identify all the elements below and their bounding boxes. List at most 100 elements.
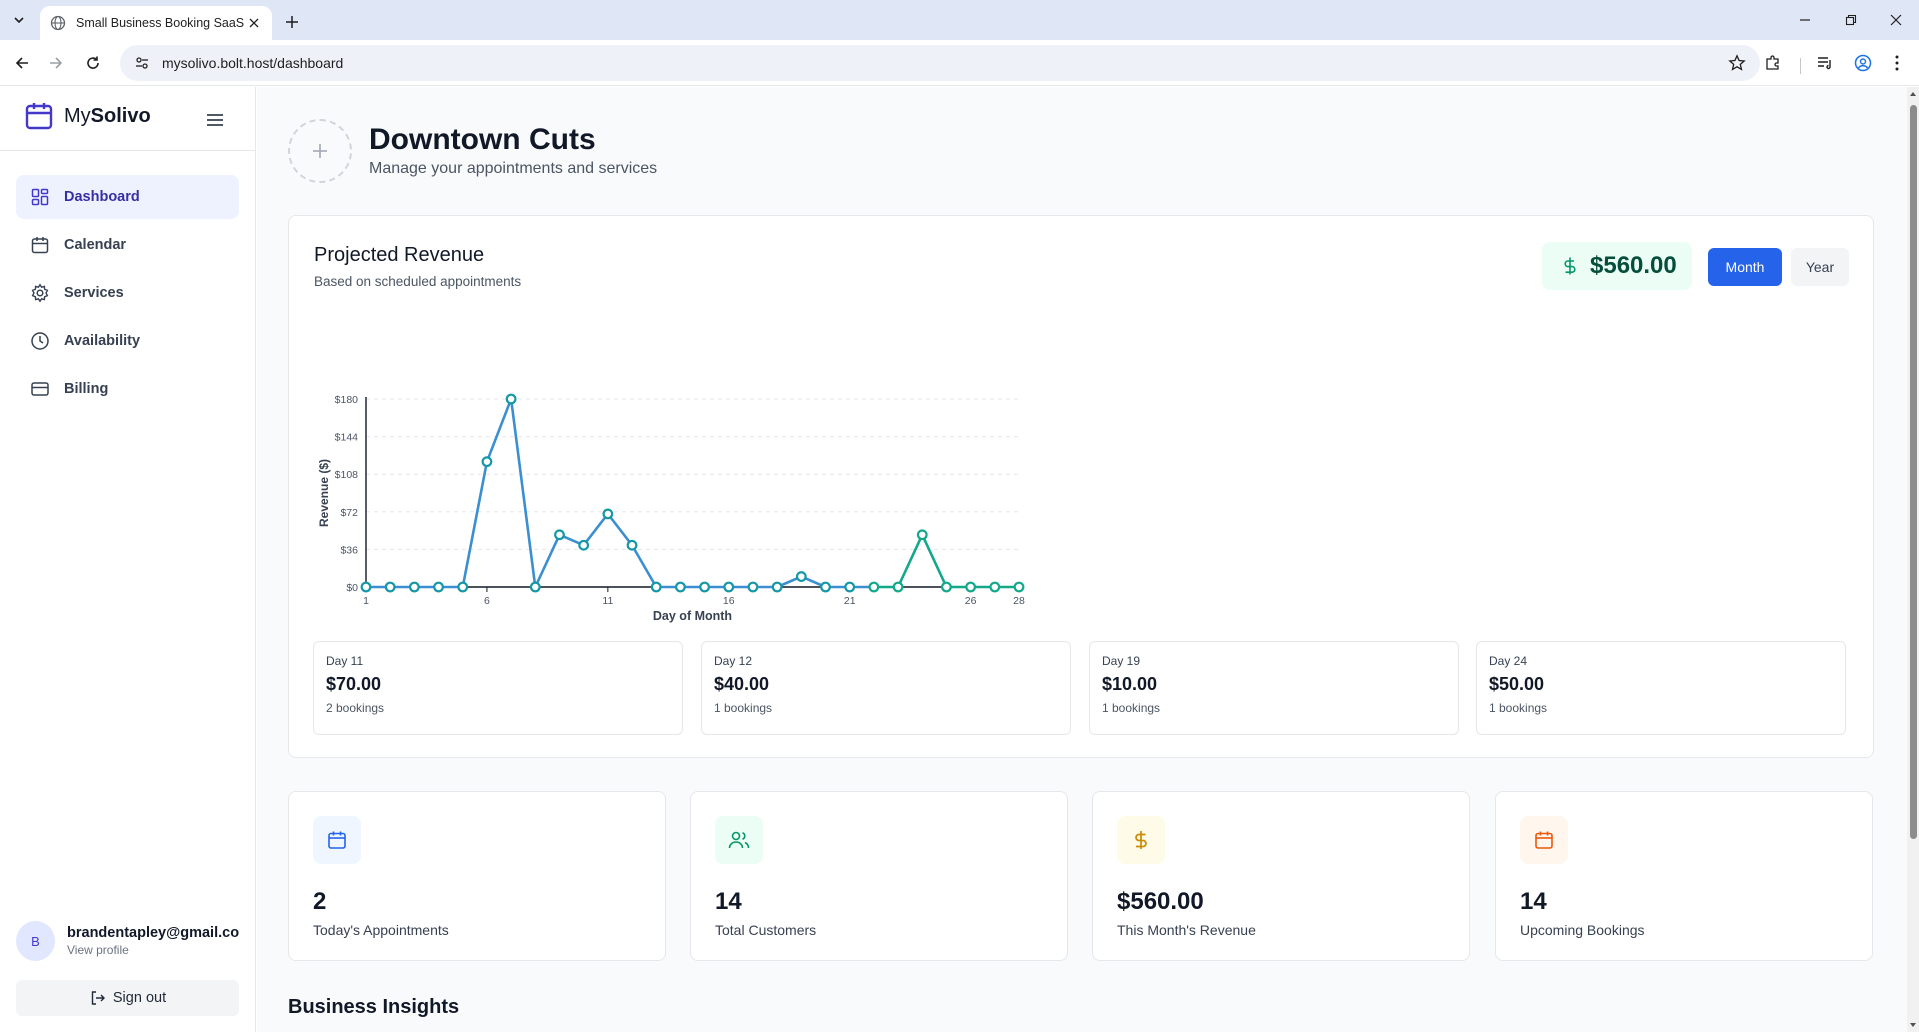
- data-point: [941, 581, 952, 593]
- series-line-segment: [485, 397, 513, 463]
- calendar-logo-icon: [25, 103, 53, 130]
- stat-icon-box: [1117, 816, 1165, 864]
- y-tick-label: $72: [340, 507, 358, 519]
- day-label: Day 24: [1489, 654, 1528, 668]
- stat-label: Total Customers: [715, 922, 817, 938]
- toolbar-separator: [1800, 58, 1801, 74]
- day-bookings: 1 bookings: [714, 701, 773, 715]
- day-bookings: 2 bookings: [326, 701, 385, 715]
- projected-revenue-card: Projected Revenue Based on scheduled app…: [288, 215, 1874, 758]
- close-window-button[interactable]: [1873, 6, 1919, 34]
- sign-out-button[interactable]: Sign out: [16, 980, 239, 1016]
- series-line-segment: [582, 512, 610, 547]
- arrow-left-icon: [15, 57, 28, 69]
- clock-icon: [30, 331, 50, 351]
- series-line-segment: [606, 512, 634, 547]
- stat-card-total-customers: 14 Total Customers: [690, 791, 1068, 961]
- view-profile-link[interactable]: View profile: [67, 943, 129, 957]
- tab-search-button[interactable]: [8, 9, 30, 31]
- users-icon: [728, 831, 750, 849]
- profile-button[interactable]: [1852, 52, 1874, 74]
- puzzle-icon: [1766, 55, 1779, 70]
- extensions-button[interactable]: [1762, 52, 1784, 74]
- day-label: Day 19: [1102, 654, 1141, 668]
- y-tick-label: $36: [340, 544, 358, 556]
- credit-card-icon: [30, 379, 50, 399]
- y-tick-label: $144: [335, 432, 359, 444]
- data-point: [844, 581, 856, 593]
- business-logo-upload[interactable]: [288, 119, 352, 183]
- url-text: mysolivo.bolt.host/dashboard: [162, 55, 344, 71]
- data-point: [457, 581, 469, 593]
- tab-title: Small Business Booking SaaS: [76, 16, 245, 30]
- y-tick-label: $180: [335, 394, 359, 406]
- bookmark-star-icon[interactable]: [1728, 54, 1746, 72]
- data-point: [820, 581, 831, 593]
- x-axis-label: Day of Month: [653, 609, 732, 623]
- scrollbar-thumb[interactable]: [1910, 105, 1917, 839]
- data-point: [916, 529, 928, 541]
- brand[interactable]: MySolivo: [24, 101, 151, 131]
- stat-card-upcoming-bookings: 14 Upcoming Bookings: [1495, 791, 1873, 961]
- minimize-icon: [1800, 19, 1810, 21]
- x-tick-label: 16: [723, 595, 735, 607]
- month-toggle-button[interactable]: Month: [1708, 248, 1782, 286]
- brand-name: MySolivo: [64, 104, 151, 127]
- section-title-business-insights: Business Insights: [288, 996, 460, 1018]
- data-point: [529, 581, 541, 593]
- series-line-segment: [533, 533, 561, 589]
- day-label: Day 11: [326, 654, 364, 668]
- menu-icon[interactable]: [204, 109, 226, 131]
- revenue-title: Projected Revenue: [314, 244, 485, 266]
- sidebar-nav: Dashboard Calendar Services Availability…: [16, 175, 239, 415]
- restore-icon: [1845, 14, 1857, 26]
- plus-icon: [286, 16, 298, 28]
- page-scrollbar[interactable]: [1907, 87, 1919, 1032]
- scroll-up-icon[interactable]: [1909, 90, 1917, 98]
- data-point: [626, 539, 638, 551]
- sidebar-item-services[interactable]: Services: [16, 271, 239, 315]
- x-tick-label: 28: [1013, 595, 1025, 607]
- chevron-down-icon: [14, 17, 24, 24]
- x-tick-label: 11: [602, 595, 613, 607]
- back-button[interactable]: [8, 49, 36, 77]
- media-button[interactable]: [1814, 52, 1836, 74]
- sidebar-item-label: Services: [64, 285, 124, 301]
- data-point: [1013, 581, 1025, 593]
- minimize-button[interactable]: [1782, 6, 1828, 34]
- day-amount: $50.00: [1489, 674, 1545, 694]
- reload-button[interactable]: [79, 49, 107, 77]
- data-point: [650, 581, 662, 593]
- data-point: [481, 456, 493, 468]
- dollar-icon: [1135, 831, 1147, 849]
- scroll-down-icon[interactable]: [1909, 1021, 1917, 1029]
- series-line-segment: [630, 543, 658, 589]
- stat-value: 2: [313, 888, 327, 915]
- day-summary-card: Day 19 $10.00 1 bookings: [1089, 641, 1459, 735]
- stat-value: 14: [715, 888, 742, 915]
- sidebar-item-availability[interactable]: Availability: [16, 319, 239, 363]
- browser-tab[interactable]: Small Business Booking SaaS: [40, 6, 272, 40]
- data-point: [578, 539, 590, 551]
- user-profile[interactable]: B brandentapley@gmail.com View profile: [16, 919, 239, 963]
- data-point: [433, 581, 444, 593]
- new-tab-button[interactable]: [280, 10, 304, 34]
- sidebar-item-label: Dashboard: [64, 189, 140, 205]
- forward-button[interactable]: [42, 49, 70, 77]
- sidebar-item-calendar[interactable]: Calendar: [16, 223, 239, 267]
- year-toggle-button[interactable]: Year: [1791, 248, 1849, 286]
- data-point: [771, 581, 783, 593]
- sidebar-item-dashboard[interactable]: Dashboard: [16, 175, 239, 219]
- day-label: Day 12: [714, 654, 753, 668]
- x-tick-label: 1: [363, 595, 369, 607]
- browser-menu-button[interactable]: [1886, 52, 1908, 74]
- address-bar[interactable]: mysolivo.bolt.host/dashboard: [120, 45, 1760, 81]
- sidebar-item-billing[interactable]: Billing: [16, 367, 239, 411]
- revenue-total: $560.00: [1542, 242, 1692, 290]
- main-content: Downtown Cuts Manage your appointments a…: [257, 87, 1907, 1032]
- day-summary-card: Day 11 $70.00 2 bookings: [313, 641, 683, 735]
- close-tab-icon[interactable]: [246, 15, 262, 31]
- restore-button[interactable]: [1828, 6, 1874, 34]
- x-tick-label: 21: [844, 595, 856, 607]
- site-settings-icon[interactable]: [134, 55, 150, 71]
